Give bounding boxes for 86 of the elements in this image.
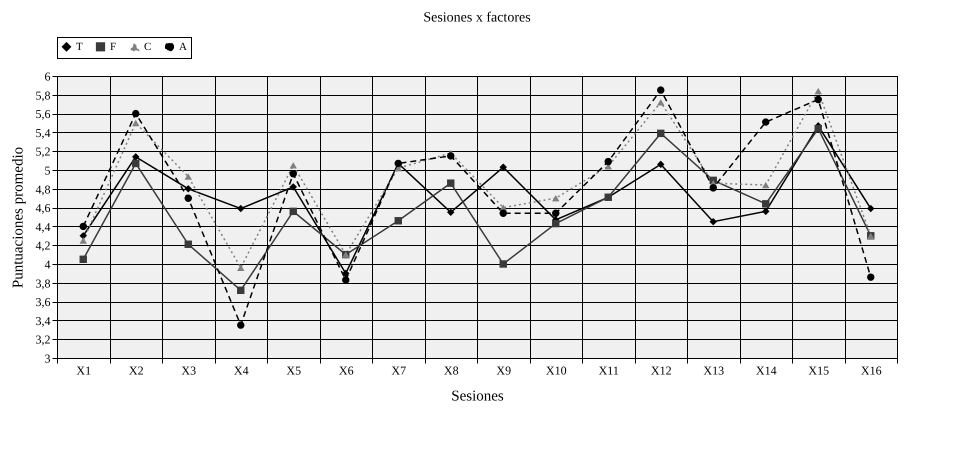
point	[290, 162, 297, 169]
y-tick-label: 4,4	[36, 220, 50, 234]
x-tick-label: X10	[546, 364, 567, 378]
point	[500, 210, 507, 217]
x-tick-label: X12	[650, 364, 672, 378]
point	[132, 120, 140, 126]
y-tick-label: 4,2	[36, 238, 50, 253]
y-tick-label: 3	[44, 352, 50, 366]
x-tick-label: X1	[76, 364, 92, 378]
x-tick-label: X13	[703, 364, 724, 378]
point	[394, 160, 402, 168]
point	[762, 200, 770, 208]
x-tick-label: X6	[338, 364, 354, 378]
y-tick-label: 4,8	[36, 182, 50, 196]
point	[237, 321, 244, 329]
point	[657, 130, 664, 138]
y-tick-label: 6	[44, 70, 50, 84]
x-tick-label: X5	[286, 364, 302, 378]
point	[814, 88, 822, 94]
point	[184, 240, 192, 248]
point	[762, 118, 770, 126]
point	[290, 208, 297, 216]
point	[552, 220, 560, 228]
x-tick-label: X11	[598, 364, 619, 378]
point	[657, 99, 664, 106]
y-tick-label: 5,4	[36, 126, 50, 140]
point	[500, 260, 507, 268]
chart-title: Sesiones x factores	[423, 10, 531, 26]
y-tick-label: 3,2	[36, 332, 50, 347]
point	[710, 218, 717, 226]
legend-label: F	[110, 40, 116, 53]
point	[604, 158, 612, 166]
x-tick-label: X7	[391, 364, 406, 378]
point	[237, 286, 244, 294]
x-axis-title: Sesiones	[451, 388, 504, 404]
point	[80, 256, 87, 264]
point	[342, 270, 350, 278]
point	[814, 96, 822, 104]
point	[552, 210, 560, 217]
x-tick-label: X9	[496, 364, 512, 378]
legend-label: A	[179, 40, 187, 53]
point	[132, 110, 140, 118]
y-axis-title: Puntuaciones promedio	[10, 146, 26, 288]
x-tick-label: X4	[234, 364, 249, 378]
point	[290, 170, 297, 178]
x-tick-label: X8	[444, 364, 459, 378]
y-tick-label: 5,6	[36, 107, 50, 122]
point	[657, 160, 664, 168]
point	[80, 222, 87, 230]
y-tick-label: 5,2	[36, 144, 50, 159]
point	[184, 185, 192, 193]
y-tick-label: 4	[44, 258, 50, 272]
point	[237, 264, 244, 271]
point	[762, 208, 770, 216]
x-tick-label: X16	[860, 364, 882, 378]
x-tick-label: X15	[808, 364, 830, 378]
y-tick-label: 5,8	[36, 88, 50, 102]
y-tick-label: 5	[44, 164, 50, 178]
point	[132, 153, 140, 161]
point	[500, 163, 507, 171]
point	[867, 273, 874, 281]
point	[447, 208, 454, 216]
point	[394, 217, 402, 224]
legend-label: C	[144, 41, 152, 54]
point	[657, 86, 664, 94]
point	[290, 183, 297, 191]
legend-label: T	[76, 40, 83, 53]
point	[342, 276, 350, 284]
point	[184, 173, 192, 180]
point	[762, 182, 770, 188]
point	[132, 160, 140, 168]
point	[814, 124, 822, 132]
point	[552, 194, 560, 202]
point	[184, 194, 192, 202]
y-tick-label: 3,4	[36, 314, 50, 328]
point	[80, 232, 87, 240]
point	[80, 237, 87, 244]
point	[447, 179, 454, 187]
point	[710, 184, 717, 192]
point	[447, 152, 454, 160]
y-tick-label: 3,8	[36, 276, 50, 290]
y-tick-label: 4,6	[36, 201, 50, 216]
x-tick-label: X14	[756, 364, 777, 378]
x-tick-label: X3	[181, 364, 196, 378]
y-tick-label: 3,6	[36, 295, 50, 310]
x-tick-label: X2	[128, 364, 144, 378]
